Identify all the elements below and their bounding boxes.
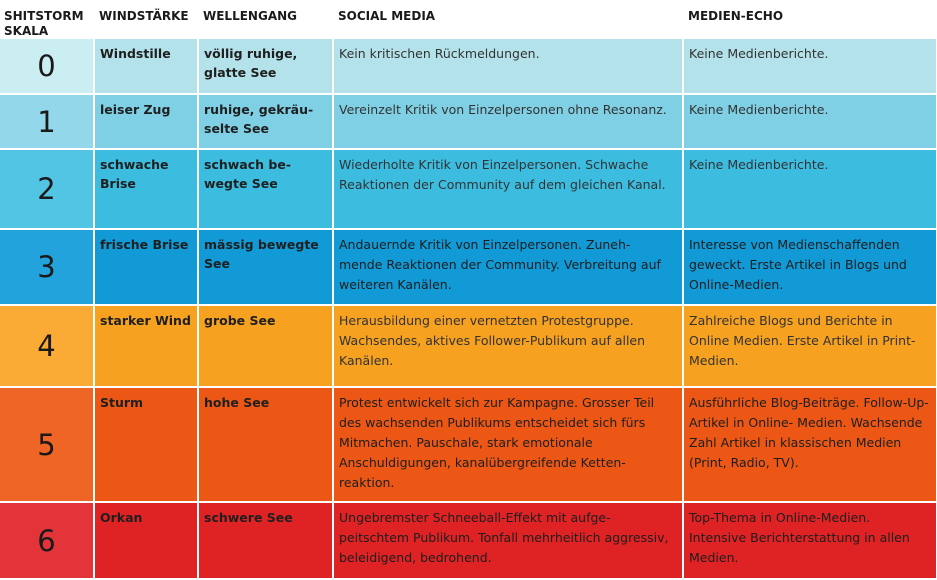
level-number: 3 xyxy=(0,229,95,306)
level-number: 5 xyxy=(0,387,95,503)
social-media-text: Protest entwickelt sich zur Kampagne. Gr… xyxy=(333,387,684,503)
header-wind: WINDSTÄRKE xyxy=(94,0,199,39)
media-echo-text: Keine Medienberichte. xyxy=(683,94,937,150)
social-media-text: Herausbildung einer vernetzten Protestgr… xyxy=(333,305,684,388)
table-row: 6 Orkan schwere See Ungebremster Schneeb… xyxy=(0,502,937,580)
wave-state: schwach be- wegte See xyxy=(198,149,334,230)
wind-strength: schwache Brise xyxy=(94,149,199,230)
wave-state: mässig bewegte See xyxy=(198,229,334,306)
social-media-text: Vereinzelt Kritik von Einzelpersonen ohn… xyxy=(333,94,684,150)
table-row: 0 Windstille völlig ruhige, glatte See K… xyxy=(0,39,937,95)
level-number: 1 xyxy=(0,94,95,150)
wave-state: grobe See xyxy=(198,305,334,388)
header-media-echo: MEDIEN-ECHO xyxy=(683,0,937,39)
table-row: 1 leiser Zug ruhige, gekräu- selte See V… xyxy=(0,94,937,150)
wind-strength: Orkan xyxy=(94,502,199,580)
media-echo-text: Interesse von Medienschaffenden geweckt.… xyxy=(683,229,937,306)
wind-strength: starker Wind xyxy=(94,305,199,388)
social-media-text: Wiederholte Kritik von Einzelpersonen. S… xyxy=(333,149,684,230)
media-echo-text: Keine Medienberichte. xyxy=(683,39,937,95)
table-row: 5 Sturm hohe See Protest entwickelt sich… xyxy=(0,387,937,503)
wind-strength: Sturm xyxy=(94,387,199,503)
media-echo-text: Keine Medienberichte. xyxy=(683,149,937,230)
level-number: 6 xyxy=(0,502,95,580)
media-echo-text: Top-Thema in Online-Medien. Intensive Be… xyxy=(683,502,937,580)
media-echo-text: Zahlreiche Blogs und Berichte in Online … xyxy=(683,305,937,388)
social-media-text: Ungebremster Schneeball-Effekt mit aufge… xyxy=(333,502,684,580)
wave-state: völlig ruhige, glatte See xyxy=(198,39,334,95)
media-echo-text: Ausführliche Blog-Beiträge. Follow-Up-Ar… xyxy=(683,387,937,503)
wind-strength: Windstille xyxy=(94,39,199,95)
table-row: 2 schwache Brise schwach be- wegte See W… xyxy=(0,149,937,230)
social-media-text: Andauernde Kritik von Einzelpersonen. Zu… xyxy=(333,229,684,306)
wave-state: ruhige, gekräu- selte See xyxy=(198,94,334,150)
level-number: 4 xyxy=(0,305,95,388)
level-number: 0 xyxy=(0,39,95,95)
wind-strength: leiser Zug xyxy=(94,94,199,150)
level-number: 2 xyxy=(0,149,95,230)
header-social-media: SOCIAL MEDIA xyxy=(333,0,684,39)
social-media-text: Kein kritischen Rückmeldungen. xyxy=(333,39,684,95)
wave-state: schwere See xyxy=(198,502,334,580)
wave-state: hohe See xyxy=(198,387,334,503)
header-waves: WELLENGANG xyxy=(198,0,334,39)
header-row: SHITSTORM SKALA WINDSTÄRKE WELLENGANG SO… xyxy=(0,0,937,39)
wind-strength: frische Brise xyxy=(94,229,199,306)
table-row: 3 frische Brise mässig bewegte See Andau… xyxy=(0,229,937,306)
header-scale: SHITSTORM SKALA xyxy=(0,0,95,39)
table-row: 4 starker Wind grobe See Herausbildung e… xyxy=(0,305,937,388)
